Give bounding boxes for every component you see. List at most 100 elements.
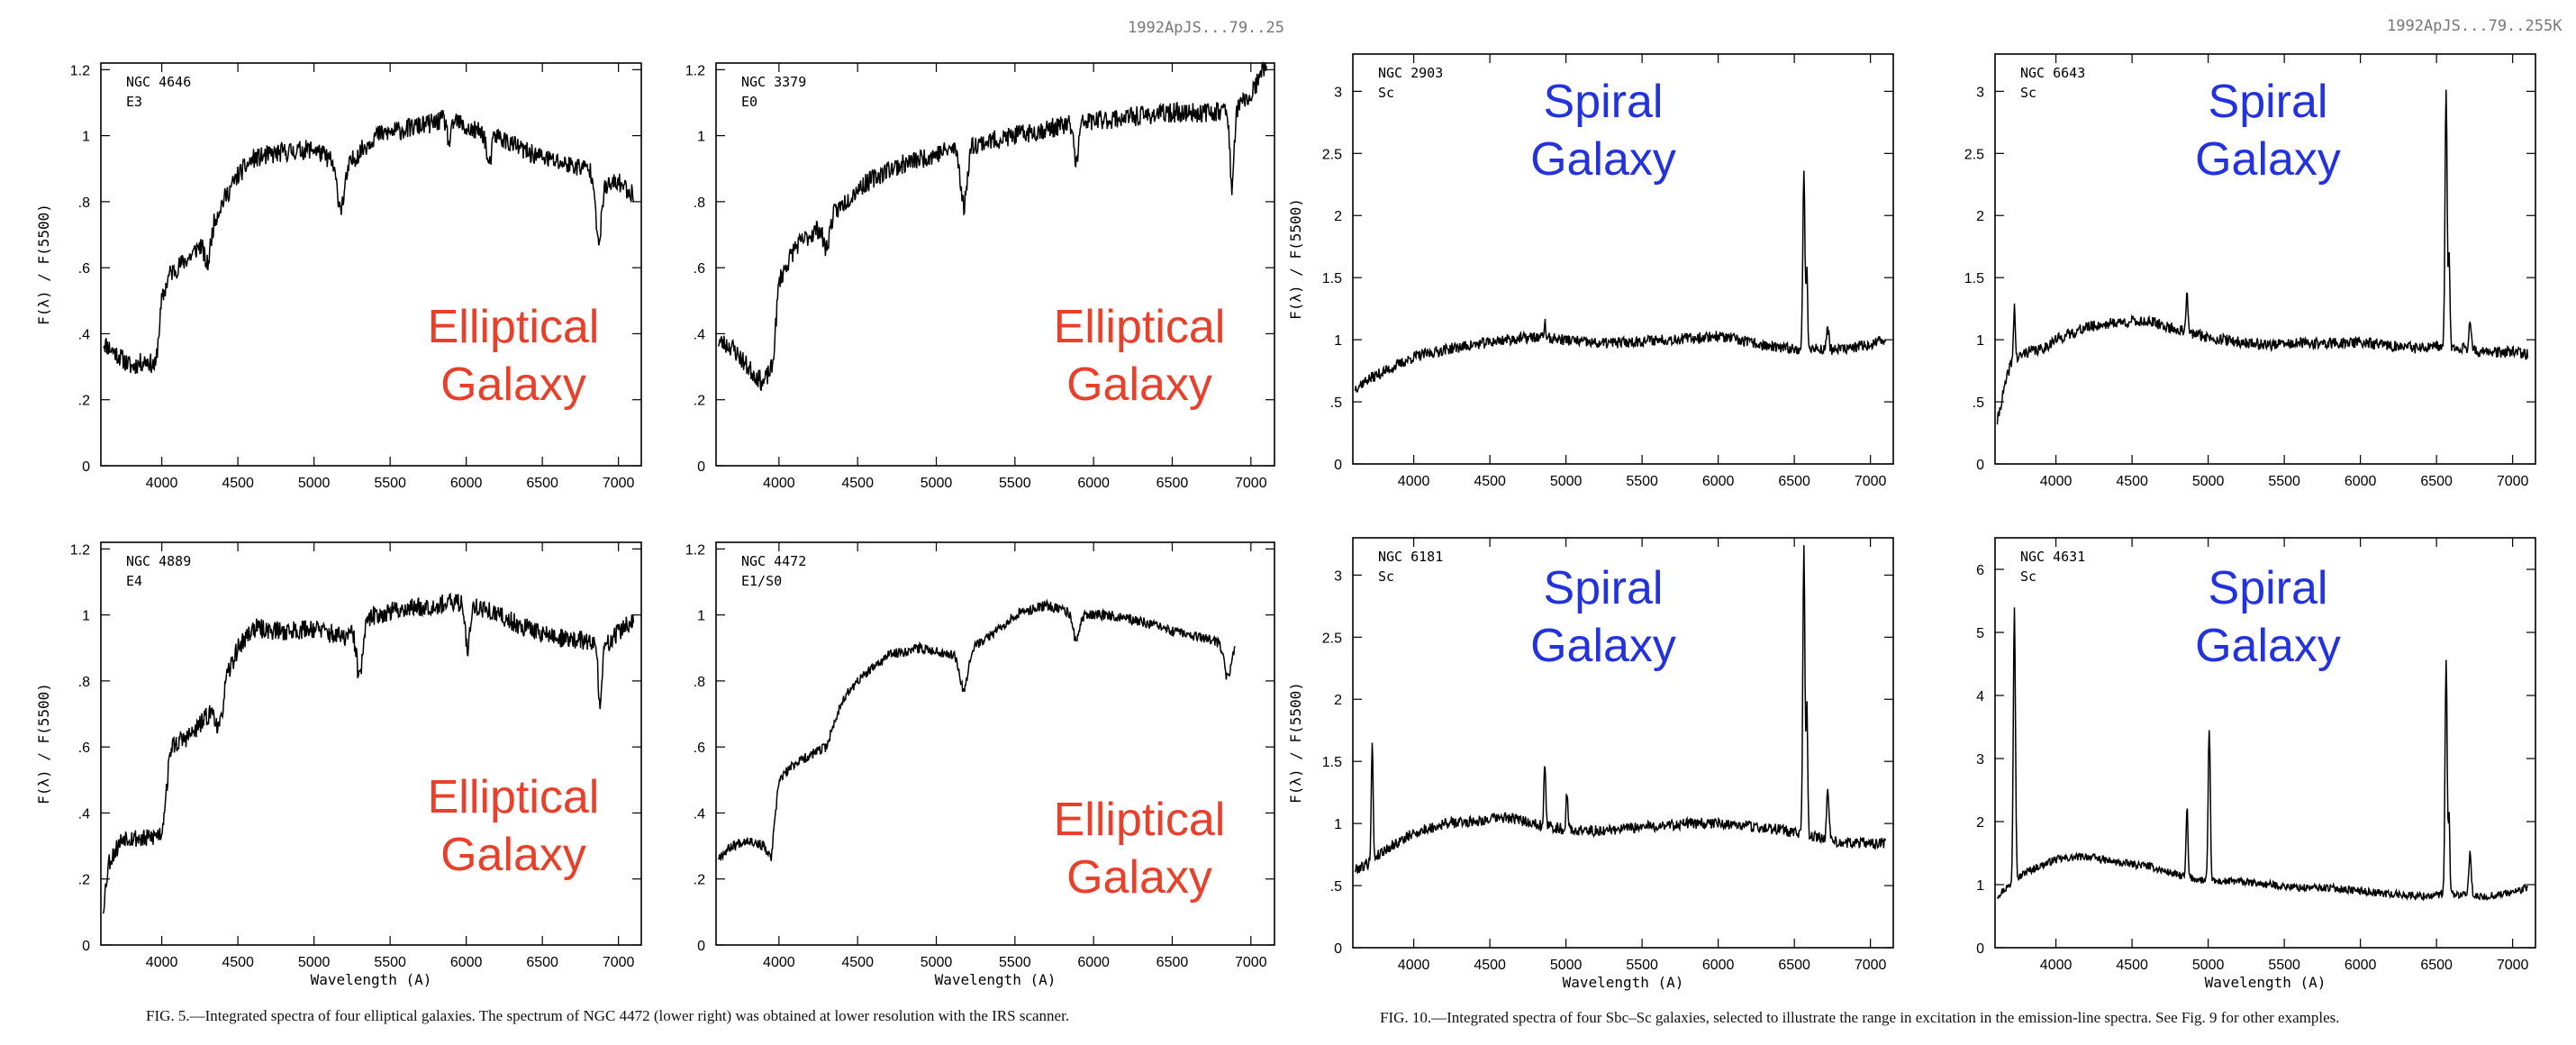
y-tick-label: 0: [1334, 941, 1342, 957]
galaxy-type: Sc: [1378, 85, 1394, 101]
plot-frame: [100, 541, 642, 946]
plot-frame: [1352, 537, 1894, 949]
y-tick-label: 1: [82, 609, 90, 624]
x-tick-label: 5000: [921, 476, 953, 491]
x-tick-label: 6000: [1702, 474, 1735, 489]
y-tick-label: .2: [694, 873, 705, 888]
plot-frame: [1994, 53, 2536, 465]
x-tick-label: 6000: [2345, 474, 2377, 489]
x-tick-label: 6000: [1077, 955, 1110, 970]
y-tick-label: 2.5: [1322, 147, 1342, 162]
x-tick-label: 5500: [374, 955, 406, 970]
x-tick-label: 6000: [1702, 958, 1735, 973]
galaxy-type: E3: [126, 94, 142, 110]
galaxy-class-label: Spiral: [1544, 562, 1664, 614]
y-tick-label: 3: [1334, 85, 1342, 100]
spectrum-line: [1354, 545, 1887, 874]
x-tick-label: 4500: [222, 955, 254, 970]
spectrum-panel: 4000 4500 5000 5500 6000 6500 7000 0 .5 1 1.5 2 2.5 3…: [1287, 537, 1894, 991]
galaxy-class-label: Spiral: [2209, 562, 2328, 614]
y-tick-label: 1.2: [70, 63, 90, 78]
x-axis-label: Wavelength (A): [311, 971, 432, 988]
x-tick-label: 4500: [841, 476, 874, 491]
galaxy-class-label: Elliptical: [1054, 301, 1226, 353]
y-tick-label: 1: [1976, 878, 1984, 894]
spectrum-panel: 4000 4500 5000 5500 6000 6500 7000 0 .2 .4 .6 .8 1 1.…: [35, 541, 642, 988]
galaxy-name: NGC 3379: [741, 74, 806, 90]
left-journal-code: 1992ApJS...79..25: [1128, 19, 1284, 37]
y-tick-label: .2: [694, 394, 705, 409]
y-tick-label: .4: [694, 806, 705, 822]
y-tick-label: .8: [694, 195, 705, 211]
x-tick-label: 5500: [374, 476, 406, 491]
x-tick-label: 4500: [2116, 958, 2148, 973]
x-tick-label: 5000: [1550, 474, 1583, 489]
galaxy-class-label: Galaxy: [1066, 359, 1212, 411]
galaxy-type: Sc: [1378, 568, 1394, 585]
plot-frame: [1352, 53, 1894, 465]
galaxy-name: NGC 4889: [126, 553, 191, 569]
galaxy-type: Sc: [2020, 85, 2036, 101]
x-tick-label: 6500: [1778, 474, 1810, 489]
galaxy-name: NGC 4646: [126, 74, 191, 90]
x-tick-label: 4000: [763, 476, 795, 491]
galaxy-class-label: Elliptical: [428, 301, 600, 353]
y-tick-label: 0: [1976, 941, 1984, 957]
spectrum-line: [102, 593, 635, 914]
y-tick-label: 1.5: [1964, 271, 1984, 286]
right-figure-caption: FIG. 10.—Integrated spectra of four Sbc–…: [1380, 1009, 2340, 1026]
x-tick-label: 4000: [2040, 958, 2073, 973]
plot-frame: [715, 541, 1275, 946]
y-axis-label: F(λ) / F(5500): [1287, 682, 1304, 804]
y-tick-label: .6: [694, 741, 705, 756]
y-tick-label: 2.5: [1964, 147, 1984, 162]
x-tick-label: 4000: [146, 955, 178, 970]
x-tick-label: 6000: [2345, 958, 2377, 973]
x-tick-label: 6500: [2420, 474, 2453, 489]
spectrum-line: [1354, 170, 1887, 394]
galaxy-name: NGC 4472: [741, 553, 806, 569]
spectrum-panel: 4000 4500 5000 5500 6000 6500 7000 0 .5 1 1.5 2 2.5 3…: [1964, 53, 2536, 489]
y-tick-label: 5: [1976, 626, 1984, 641]
spectrum-panel: 4000 4500 5000 5500 6000 6500 7000 0 .2 .4 .6 .8 1 1.…: [685, 541, 1275, 988]
galaxy-name: NGC 6643: [2020, 65, 2085, 81]
x-tick-label: 5500: [999, 955, 1031, 970]
galaxy-class-label: Galaxy: [1530, 620, 1676, 672]
y-tick-label: 1.5: [1322, 755, 1342, 770]
x-tick-label: 5000: [2192, 958, 2225, 973]
x-tick-label: 5000: [921, 955, 953, 970]
y-tick-label: 1.2: [685, 542, 705, 558]
x-tick-label: 6500: [526, 955, 558, 970]
x-tick-label: 5000: [298, 476, 331, 491]
y-tick-label: .8: [694, 675, 705, 690]
galaxy-class-label: Galaxy: [440, 359, 586, 411]
y-tick-label: 1: [697, 130, 705, 145]
y-tick-label: 1: [1334, 817, 1342, 832]
y-axis-label: F(λ) / F(5500): [1287, 198, 1304, 320]
x-tick-label: 4000: [146, 476, 178, 491]
spectrum-panel: 4000 4500 5000 5500 6000 6500 7000 0 1 2 3 4 5 6 Wavel…: [1976, 537, 2536, 991]
galaxy-class-label: Elliptical: [428, 771, 600, 823]
y-tick-label: 3: [1976, 752, 1984, 768]
x-tick-label: 4500: [2116, 474, 2148, 489]
galaxy-type: Sc: [2020, 568, 2036, 585]
x-tick-label: 4000: [763, 955, 795, 970]
y-tick-label: 4: [1976, 689, 1984, 704]
y-tick-label: 6: [1976, 563, 1984, 578]
y-tick-label: 2: [1976, 815, 1984, 831]
y-tick-label: .6: [78, 741, 90, 756]
plot-frame: [1994, 537, 2536, 949]
x-tick-label: 5000: [298, 955, 331, 970]
x-tick-label: 5500: [1626, 958, 1658, 973]
y-tick-label: .4: [78, 327, 90, 342]
spectrum-line: [717, 598, 1236, 862]
plot-frame: [715, 62, 1275, 467]
galaxy-type: E4: [126, 573, 142, 589]
x-tick-label: 5500: [2268, 958, 2300, 973]
y-tick-label: .6: [694, 261, 705, 277]
y-tick-label: 2: [1334, 209, 1342, 224]
y-tick-label: 0: [1334, 458, 1342, 473]
y-tick-label: 1.2: [685, 63, 705, 78]
y-tick-label: .4: [694, 327, 705, 342]
x-tick-label: 7000: [1855, 958, 1887, 973]
